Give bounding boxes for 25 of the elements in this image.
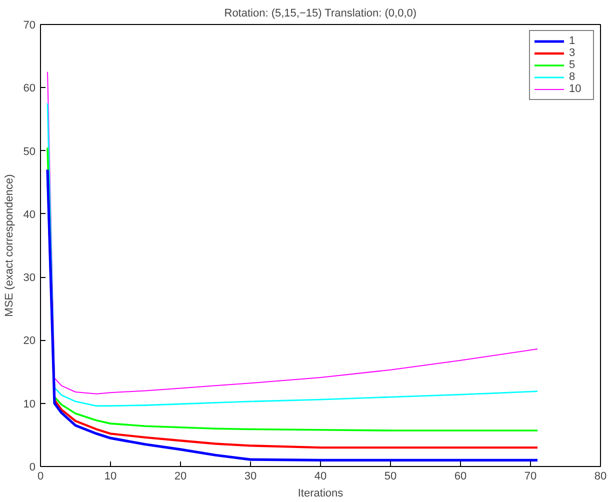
x-tick-label: 0	[37, 470, 44, 482]
x-tick-label: 20	[174, 470, 187, 482]
legend-label: 3	[569, 47, 576, 59]
y-tick-label: 50	[23, 146, 36, 158]
legend-label: 10	[569, 83, 582, 95]
x-tick-label: 70	[524, 470, 537, 482]
y-tick-label: 70	[23, 20, 36, 32]
legend-label: 8	[569, 71, 576, 83]
y-tick-label: 60	[23, 82, 36, 95]
chart-title: Rotation: (5,15,−15) Translation: (0,0,0)	[224, 8, 417, 20]
x-tick-label: 50	[384, 470, 397, 482]
x-tick-label: 40	[314, 470, 327, 482]
legend-label: 1	[569, 35, 576, 47]
y-tick-label: 30	[23, 272, 36, 284]
y-axis-title: MSE (exact correspondence)	[3, 174, 16, 317]
y-tick-label: 20	[23, 335, 36, 348]
y-tick-label: 10	[23, 398, 36, 410]
legend-label: 5	[569, 59, 576, 71]
y-tick-label: 0	[29, 462, 36, 474]
y-tick-label: 40	[23, 208, 36, 221]
x-tick-label: 80	[594, 470, 607, 482]
x-tick-label: 30	[244, 470, 257, 482]
x-axis-title: Iterations	[298, 488, 344, 500]
x-tick-label: 10	[104, 470, 117, 482]
x-tick-label: 60	[454, 470, 467, 482]
